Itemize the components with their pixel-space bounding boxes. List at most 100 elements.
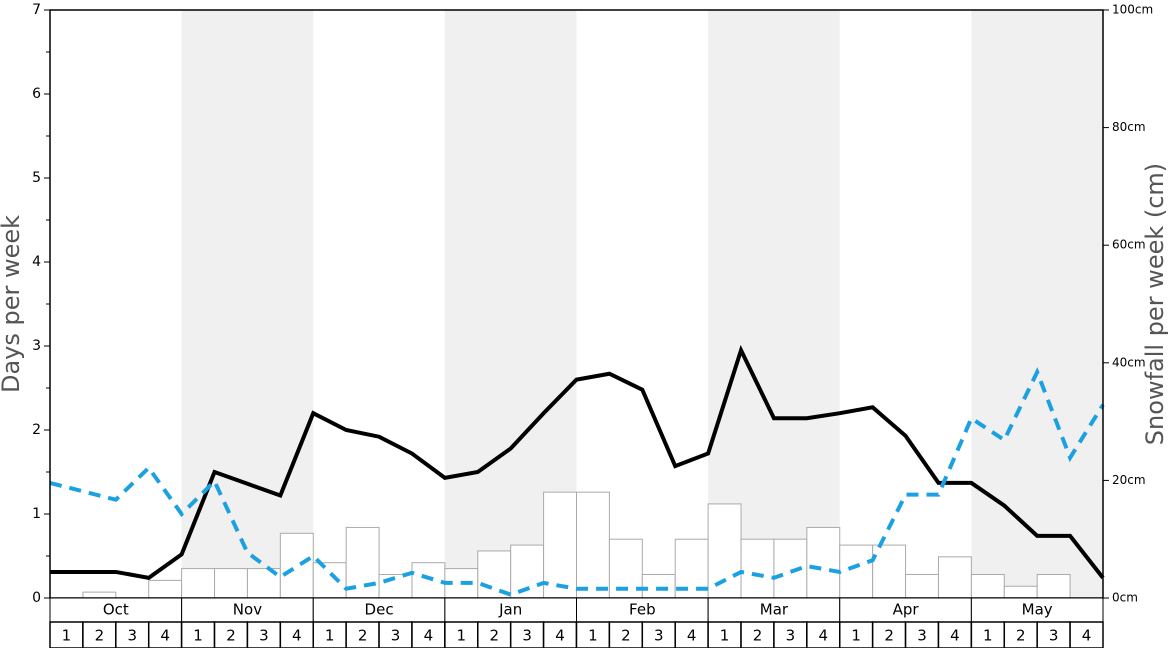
y-tick-label: 1 xyxy=(32,506,41,522)
week-cell xyxy=(180,621,216,648)
month-cell xyxy=(576,597,709,623)
y-tick-label: 7 xyxy=(32,2,41,18)
month-shade xyxy=(708,10,840,598)
week-label: 2 xyxy=(226,627,236,645)
month-cell xyxy=(312,597,446,623)
week-cell xyxy=(49,621,84,648)
line-series xyxy=(49,367,1105,597)
bar xyxy=(1036,573,1071,599)
bar xyxy=(279,532,314,599)
bar xyxy=(905,573,939,599)
month-label: Mar xyxy=(760,601,789,619)
week-cell xyxy=(345,621,380,648)
bar xyxy=(214,568,248,599)
week-label: 3 xyxy=(391,627,401,645)
week-label: 2 xyxy=(1016,627,1026,645)
month-label: Apr xyxy=(893,601,920,619)
week-label: 3 xyxy=(127,627,137,645)
week-label: 3 xyxy=(654,627,664,645)
week-label: 4 xyxy=(819,627,829,645)
y-axis-label: Days per week xyxy=(0,215,25,393)
week-label: 1 xyxy=(983,627,993,645)
week-label: 4 xyxy=(292,627,302,645)
y2-tick-label: 0cm xyxy=(1112,591,1138,605)
week-cell xyxy=(1036,621,1071,648)
y2-axis-label: Snowfall per week (cm) xyxy=(1141,163,1168,445)
y2-tick-label: 40cm xyxy=(1112,355,1146,369)
y-tick-label: 5 xyxy=(32,170,41,186)
week-label: 2 xyxy=(753,627,763,645)
week-label: 4 xyxy=(160,627,170,645)
week-label: 1 xyxy=(193,627,203,645)
month-label: Oct xyxy=(103,601,129,619)
bar xyxy=(1003,585,1038,599)
bar xyxy=(970,573,1005,599)
week-label: 1 xyxy=(325,627,335,645)
y2-tick-label: 80cm xyxy=(1112,120,1146,134)
y-tick-label: 3 xyxy=(32,338,41,354)
week-cell xyxy=(937,621,973,648)
week-cell xyxy=(509,621,545,648)
bar xyxy=(411,562,446,599)
week-label: 3 xyxy=(259,627,269,645)
y-tick-label: 6 xyxy=(32,86,41,102)
week-cell xyxy=(740,621,775,648)
y2-tick-label: 60cm xyxy=(1112,238,1146,252)
week-label: 1 xyxy=(62,627,72,645)
y-tick-label: 2 xyxy=(32,422,41,438)
week-label: 2 xyxy=(489,627,499,645)
bar xyxy=(937,556,972,599)
week-label: 1 xyxy=(851,627,861,645)
bar xyxy=(707,503,742,599)
week-cell xyxy=(213,621,249,648)
week-label: 4 xyxy=(424,627,434,645)
week-label: 4 xyxy=(555,627,565,645)
week-label: 1 xyxy=(720,627,730,645)
week-label: 2 xyxy=(621,627,631,645)
week-cell xyxy=(773,621,808,648)
y2-tick-label: 20cm xyxy=(1112,473,1146,487)
week-label: 3 xyxy=(786,627,796,645)
week-label: 3 xyxy=(917,627,927,645)
week-cell xyxy=(970,621,1006,648)
week-cell xyxy=(575,621,611,648)
month-cell xyxy=(839,597,972,623)
week-cell xyxy=(871,621,907,648)
month-label: Feb xyxy=(629,601,656,619)
line-series xyxy=(50,344,1105,580)
bar xyxy=(806,526,841,599)
month-shade xyxy=(971,10,1103,598)
month-cell xyxy=(181,597,314,623)
week-label: 4 xyxy=(687,627,697,645)
week-label: 4 xyxy=(1082,627,1092,645)
bar xyxy=(839,544,874,599)
month-label: May xyxy=(1022,601,1053,619)
week-label: 3 xyxy=(1049,627,1059,645)
bar xyxy=(82,591,117,599)
week-cell xyxy=(1069,621,1104,648)
week-label: 1 xyxy=(457,627,467,645)
y-tick-label: 0 xyxy=(32,590,41,606)
bar xyxy=(312,562,347,599)
week-cell xyxy=(608,621,644,648)
bar xyxy=(872,544,907,599)
bar xyxy=(148,579,183,599)
week-label: 1 xyxy=(588,627,598,645)
month-label: Nov xyxy=(233,601,262,619)
y2-tick-label: 100cm xyxy=(1112,3,1153,17)
bar xyxy=(740,538,775,599)
week-label: 2 xyxy=(884,627,894,645)
week-label: 2 xyxy=(358,627,368,645)
bar xyxy=(576,491,610,599)
week-cell xyxy=(839,621,874,648)
y-tick-label: 4 xyxy=(32,254,41,270)
bar xyxy=(641,573,676,599)
month-cell xyxy=(49,597,183,623)
week-cell xyxy=(542,621,578,648)
month-cell xyxy=(707,597,841,623)
bar xyxy=(543,491,577,599)
bar xyxy=(378,573,413,599)
month-label: Jan xyxy=(498,601,522,619)
week-cell xyxy=(1003,621,1038,648)
